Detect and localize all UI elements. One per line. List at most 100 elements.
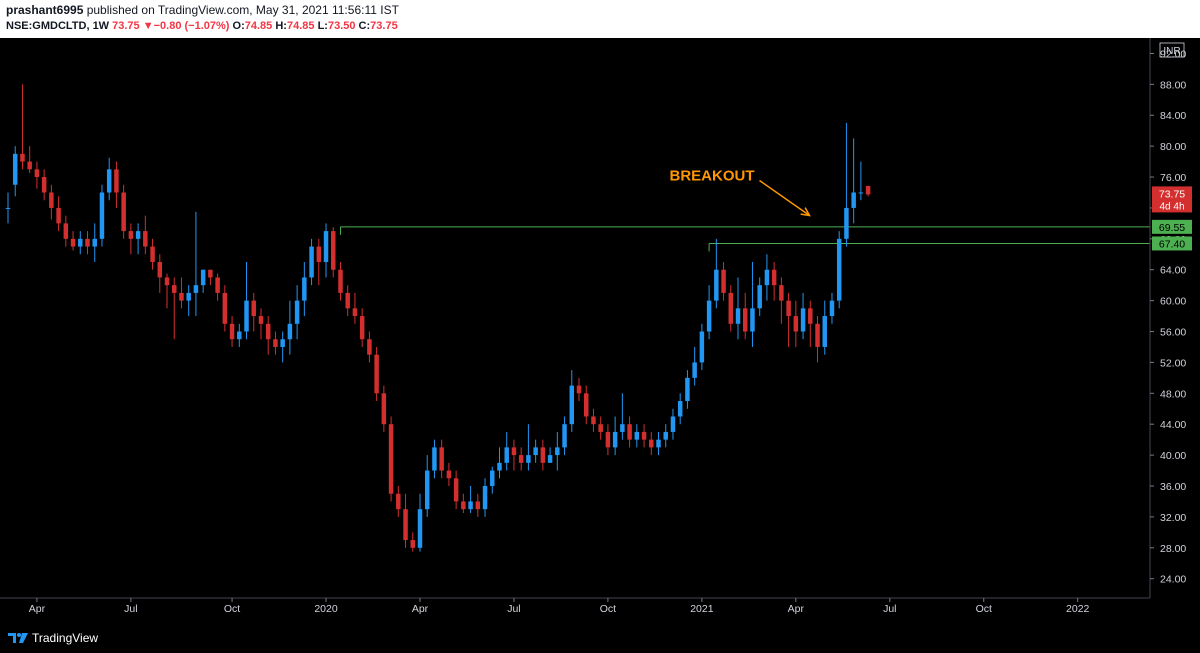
candle-body[interactable] bbox=[468, 501, 472, 509]
candle-body[interactable] bbox=[729, 293, 733, 324]
candle-body[interactable] bbox=[150, 247, 154, 262]
candle-body[interactable] bbox=[649, 440, 653, 448]
candle-body[interactable] bbox=[808, 308, 812, 323]
candle-body[interactable] bbox=[288, 324, 292, 339]
candle-body[interactable] bbox=[490, 471, 494, 486]
candle-body[interactable] bbox=[252, 301, 256, 316]
candle-body[interactable] bbox=[866, 186, 870, 194]
candle-body[interactable] bbox=[143, 231, 147, 246]
candle-body[interactable] bbox=[403, 509, 407, 540]
candle-body[interactable] bbox=[678, 401, 682, 416]
candle-body[interactable] bbox=[42, 177, 46, 192]
candle-body[interactable] bbox=[439, 447, 443, 470]
candle-body[interactable] bbox=[20, 154, 24, 162]
candle-body[interactable] bbox=[64, 223, 68, 238]
candle-body[interactable] bbox=[92, 239, 96, 247]
candle-body[interactable] bbox=[280, 339, 284, 347]
candle-body[interactable] bbox=[56, 208, 60, 223]
candle-body[interactable] bbox=[671, 416, 675, 431]
candle-body[interactable] bbox=[353, 308, 357, 316]
candle-body[interactable] bbox=[85, 239, 89, 247]
candle-body[interactable] bbox=[707, 301, 711, 332]
candle-body[interactable] bbox=[635, 432, 639, 440]
chart-area[interactable]: BREAKOUT INR 24.00 28.00 32.00 36.00 40.00 44… bbox=[0, 38, 1200, 623]
candle-body[interactable] bbox=[794, 316, 798, 331]
candle-body[interactable] bbox=[165, 277, 169, 285]
candle-body[interactable] bbox=[215, 277, 219, 292]
tradingview-brand[interactable]: TradingView bbox=[32, 631, 98, 645]
candle-body[interactable] bbox=[700, 332, 704, 363]
candle-body[interactable] bbox=[483, 486, 487, 509]
candle-body[interactable] bbox=[418, 509, 422, 548]
candle-body[interactable] bbox=[179, 293, 183, 301]
candle-body[interactable] bbox=[598, 424, 602, 432]
candle-body[interactable] bbox=[656, 440, 660, 448]
candle-body[interactable] bbox=[504, 447, 508, 462]
candle-body[interactable] bbox=[411, 540, 415, 548]
candle-body[interactable] bbox=[295, 301, 299, 324]
candle-body[interactable] bbox=[461, 501, 465, 509]
candle-body[interactable] bbox=[736, 308, 740, 323]
candle-body[interactable] bbox=[606, 432, 610, 447]
candle-body[interactable] bbox=[360, 316, 364, 339]
author-name[interactable]: prashant6995 bbox=[6, 3, 83, 17]
candle-body[interactable] bbox=[324, 231, 328, 262]
candle-body[interactable] bbox=[743, 308, 747, 331]
time-axis[interactable]: Apr Jul Oct 2020 Apr Jul Oct 2021 Apr Jul Oct 2022 bbox=[0, 598, 1150, 615]
candle-body[interactable] bbox=[201, 270, 205, 285]
candle-body[interactable] bbox=[627, 424, 631, 439]
candle-body[interactable] bbox=[114, 169, 118, 192]
symbol-label[interactable]: NSE:GMDCLTD, 1W bbox=[6, 20, 109, 32]
candle-body[interactable] bbox=[584, 393, 588, 416]
candle-body[interactable] bbox=[721, 270, 725, 293]
candle-body[interactable] bbox=[548, 455, 552, 463]
candle-body[interactable] bbox=[591, 416, 595, 424]
candle-body[interactable] bbox=[779, 285, 783, 300]
candle-body[interactable] bbox=[13, 154, 17, 185]
candle-body[interactable] bbox=[851, 192, 855, 207]
candle-body[interactable] bbox=[714, 270, 718, 301]
candle-body[interactable] bbox=[555, 447, 559, 455]
price-axis[interactable]: INR 24.00 28.00 32.00 36.00 40.00 44.00 48.00 5… bbox=[1150, 38, 1186, 598]
candle-body[interactable] bbox=[815, 324, 819, 347]
candle-body[interactable] bbox=[338, 270, 342, 293]
candle-body[interactable] bbox=[136, 231, 140, 239]
candle-body[interactable] bbox=[526, 455, 530, 463]
tradingview-logo-icon[interactable] bbox=[8, 631, 28, 645]
candle-body[interactable] bbox=[685, 378, 689, 401]
candle-body[interactable] bbox=[497, 463, 501, 471]
candle-body[interactable] bbox=[194, 285, 198, 293]
candle-body[interactable] bbox=[208, 270, 212, 278]
candle-body[interactable] bbox=[266, 324, 270, 339]
candle-body[interactable] bbox=[570, 386, 574, 425]
candle-body[interactable] bbox=[613, 432, 617, 447]
candle-body[interactable] bbox=[273, 339, 277, 347]
candle-body[interactable] bbox=[663, 432, 667, 440]
candle-body[interactable] bbox=[577, 386, 581, 394]
candle-body[interactable] bbox=[345, 293, 349, 308]
candle-body[interactable] bbox=[6, 208, 10, 209]
candle-body[interactable] bbox=[374, 355, 378, 394]
candle-body[interactable] bbox=[859, 192, 863, 193]
candle-body[interactable] bbox=[27, 162, 31, 170]
candle-body[interactable] bbox=[302, 277, 306, 300]
candle-body[interactable] bbox=[49, 192, 53, 207]
candle-body[interactable] bbox=[512, 447, 516, 455]
candle-body[interactable] bbox=[158, 262, 162, 277]
candle-body[interactable] bbox=[223, 293, 227, 324]
candle-body[interactable] bbox=[331, 231, 335, 270]
candle-body[interactable] bbox=[35, 169, 39, 177]
candle-body[interactable] bbox=[121, 192, 125, 231]
candle-body[interactable] bbox=[259, 316, 263, 324]
candle-body[interactable] bbox=[620, 424, 624, 432]
candle-body[interactable] bbox=[309, 247, 313, 278]
candle-body[interactable] bbox=[454, 478, 458, 501]
candle-body[interactable] bbox=[642, 432, 646, 440]
candle-body[interactable] bbox=[78, 239, 82, 247]
candle-body[interactable] bbox=[100, 192, 104, 238]
candle-body[interactable] bbox=[237, 332, 241, 340]
candle-body[interactable] bbox=[562, 424, 566, 447]
candle-body[interactable] bbox=[367, 339, 371, 354]
candle-body[interactable] bbox=[396, 494, 400, 509]
candle-body[interactable] bbox=[750, 308, 754, 331]
